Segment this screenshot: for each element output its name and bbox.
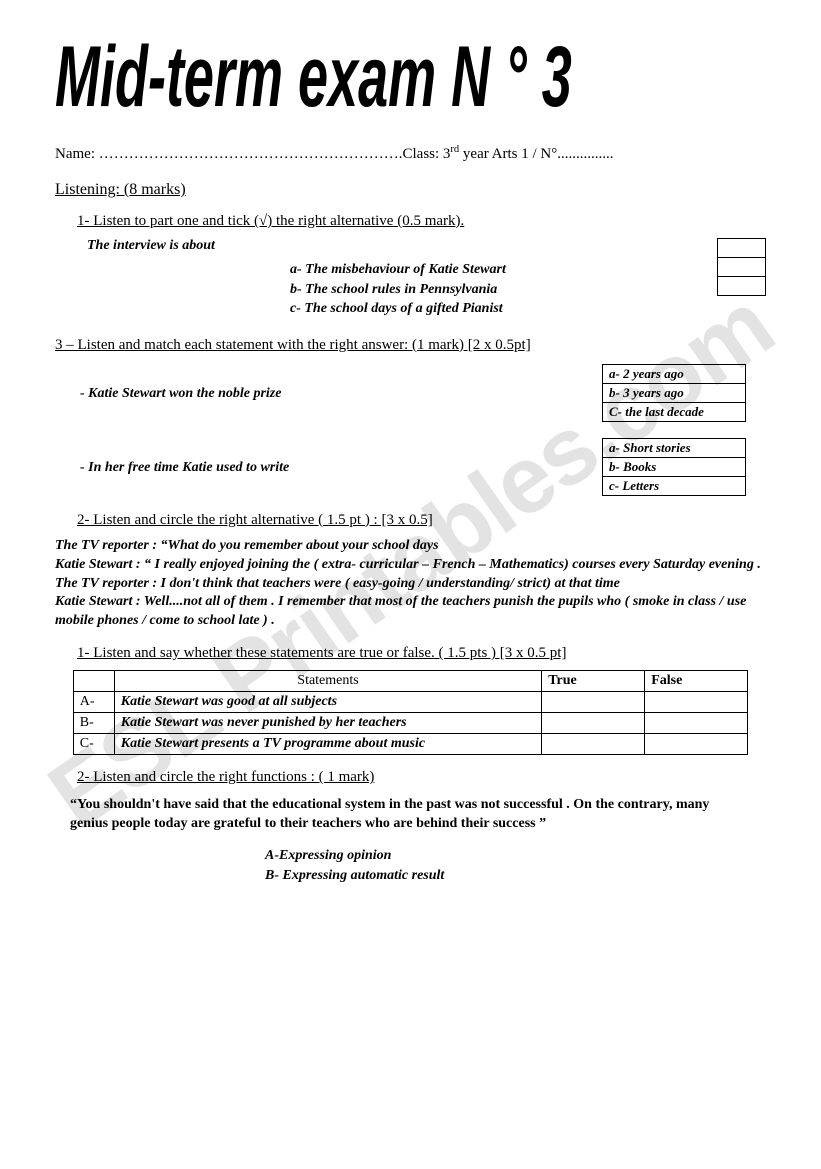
func-option-a: A-Expressing opinion (265, 846, 766, 866)
tf-true-cell[interactable] (542, 692, 645, 713)
tick-cell[interactable] (718, 239, 766, 258)
q3-2-opt-a[interactable]: a- Short stories (603, 438, 746, 457)
tick-cell[interactable] (718, 258, 766, 277)
q3-2-opt-c[interactable]: c- Letters (603, 476, 746, 495)
section-listening-heading: Listening: (8 marks) (55, 181, 766, 199)
q-func-options: A-Expressing opinion B- Expressing autom… (265, 846, 766, 885)
q2-label: 2- Listen and circle the right alternati… (77, 512, 766, 529)
q3-1-opt-b[interactable]: b- 3 years ago (603, 383, 746, 402)
table-row: B- Katie Stewart was never punished by h… (73, 713, 747, 734)
q3-1-opt-a[interactable]: a- 2 years ago (603, 364, 746, 383)
tf-true-cell[interactable] (542, 713, 645, 734)
tick-cell[interactable] (718, 277, 766, 296)
q3-label: 3 – Listen and match each statement with… (55, 337, 766, 354)
q3-1-opt-c[interactable]: C- the last decade (603, 402, 746, 421)
q3-statement-1: Katie Stewart won the noble prize (80, 386, 281, 402)
dialog-line: The TV reporter : I don't think that tea… (55, 575, 766, 594)
func-option-b: B- Expressing automatic result (265, 866, 766, 886)
page-title: Mid-term exam N ° 3 (55, 34, 766, 120)
tf-col-true: True (542, 671, 645, 692)
q1-option-a: a- The misbehaviour of Katie Stewart (290, 260, 766, 280)
table-row: C- Katie Stewart presents a TV programme… (73, 734, 747, 755)
tf-col-false: False (645, 671, 748, 692)
class-label: Class: 3 (402, 146, 450, 162)
q1-label: 1- Listen to part one and tick (√) the r… (77, 213, 766, 230)
q2-dialog: The TV reporter : “What do you remember … (55, 537, 766, 631)
tf-false-cell[interactable] (645, 713, 748, 734)
tf-statement: Katie Stewart was never punished by her … (114, 713, 541, 734)
tf-false-cell[interactable] (645, 734, 748, 755)
name-class-line: Name: …………………………………………………….Class: 3rd ye… (55, 144, 766, 163)
tf-row-id: A- (73, 692, 114, 713)
tf-row-id: B- (73, 713, 114, 734)
q3-2-opt-b[interactable]: b- Books (603, 457, 746, 476)
q-func-label: 2- Listen and circle the right functions… (77, 769, 766, 786)
q1-option-c: c- The school days of a gifted Pianist (290, 299, 766, 319)
tf-statement: Katie Stewart presents a TV programme ab… (114, 734, 541, 755)
ordinal-suffix: rd (450, 144, 459, 155)
table-row: A- Katie Stewart was good at all subject… (73, 692, 747, 713)
q3-options-table-2: a- Short stories b- Books c- Letters (602, 438, 746, 496)
tf-statement: Katie Stewart was good at all subjects (114, 692, 541, 713)
q3-statement-2: In her free time Katie used to write (80, 460, 289, 476)
q1-tick-boxes (717, 238, 766, 296)
dialog-line: Katie Stewart : “ I really enjoyed joini… (55, 556, 766, 575)
q1-options: a- The misbehaviour of Katie Stewart b- … (290, 260, 766, 319)
q1-prompt: The interview is about (87, 238, 766, 254)
q1-option-b: b- The school rules in Pennsylvania (290, 280, 766, 300)
tf-false-cell[interactable] (645, 692, 748, 713)
name-label: Name: (55, 146, 95, 162)
tf-empty-header (73, 671, 114, 692)
q-tf-label: 1- Listen and say whether these statemen… (77, 645, 766, 662)
tf-row-id: C- (73, 734, 114, 755)
q-func-quote: “You shouldn't have said that the educat… (70, 796, 751, 834)
name-dots: ……………………………………………………. (95, 146, 403, 162)
true-false-table: Statements True False A- Katie Stewart w… (73, 670, 748, 755)
dialog-line: Katie Stewart : Well....not all of them … (55, 593, 766, 631)
dialog-line: The TV reporter : “What do you remember … (55, 537, 766, 556)
q3-options-table-1: a- 2 years ago b- 3 years ago C- the las… (602, 364, 746, 422)
tf-col-statements: Statements (114, 671, 541, 692)
class-rest: year Arts 1 / N°............... (459, 146, 613, 162)
tf-true-cell[interactable] (542, 734, 645, 755)
